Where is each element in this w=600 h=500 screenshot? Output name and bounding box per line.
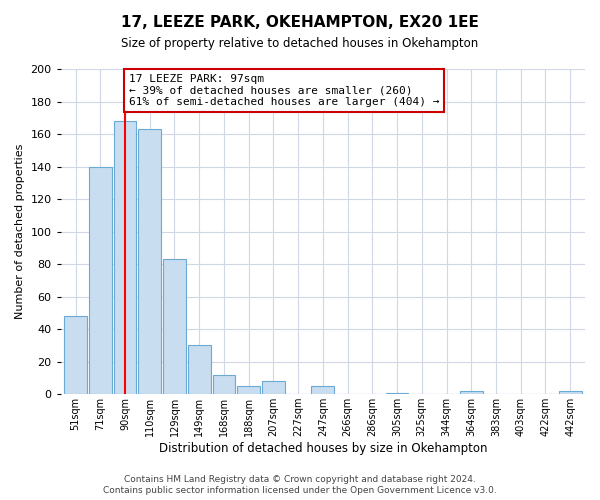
Bar — [262, 381, 285, 394]
Text: 17 LEEZE PARK: 97sqm
← 39% of detached houses are smaller (260)
61% of semi-deta: 17 LEEZE PARK: 97sqm ← 39% of detached h… — [129, 74, 439, 107]
Bar — [163, 259, 186, 394]
Bar — [559, 391, 581, 394]
Text: Contains public sector information licensed under the Open Government Licence v3: Contains public sector information licen… — [103, 486, 497, 495]
Text: Size of property relative to detached houses in Okehampton: Size of property relative to detached ho… — [121, 38, 479, 51]
Y-axis label: Number of detached properties: Number of detached properties — [15, 144, 25, 320]
Bar — [460, 391, 482, 394]
Text: 17, LEEZE PARK, OKEHAMPTON, EX20 1EE: 17, LEEZE PARK, OKEHAMPTON, EX20 1EE — [121, 15, 479, 30]
Bar — [89, 166, 112, 394]
Bar — [139, 129, 161, 394]
Bar — [386, 392, 409, 394]
Bar — [237, 386, 260, 394]
Bar — [113, 121, 136, 394]
Bar — [64, 316, 87, 394]
Bar — [212, 374, 235, 394]
Text: Contains HM Land Registry data © Crown copyright and database right 2024.: Contains HM Land Registry data © Crown c… — [124, 475, 476, 484]
Bar — [188, 346, 211, 394]
X-axis label: Distribution of detached houses by size in Okehampton: Distribution of detached houses by size … — [158, 442, 487, 455]
Bar — [311, 386, 334, 394]
